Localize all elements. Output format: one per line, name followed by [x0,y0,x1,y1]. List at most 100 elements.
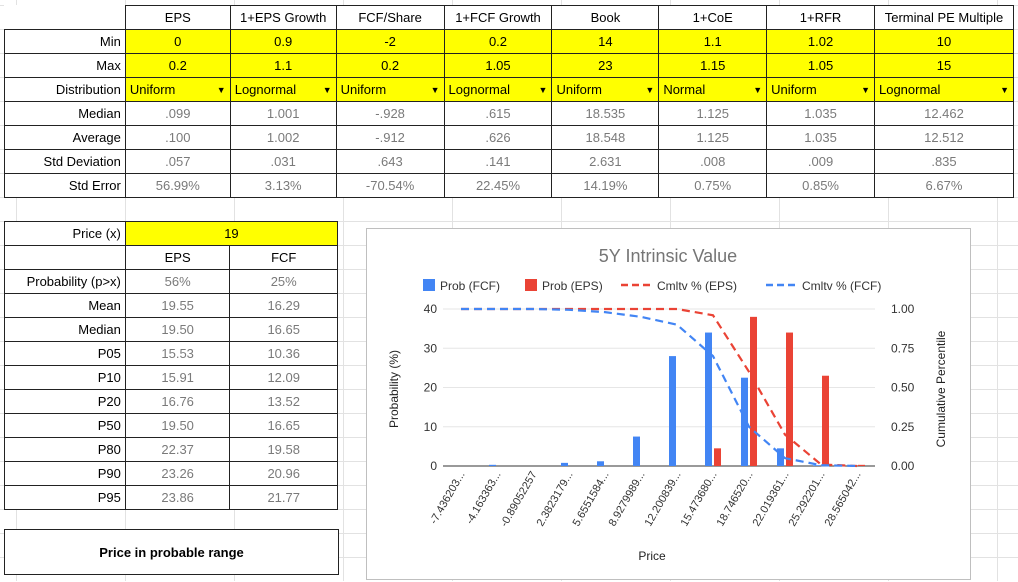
dropdown-arrow-icon[interactable]: ▼ [322,84,332,95]
value-cell: 23.86 [124,485,231,510]
input-cell[interactable]: -2 [335,29,445,54]
value-cell: 16.65 [229,317,338,342]
value-cell: .031 [229,149,337,174]
chart-title: 5Y Intrinsic Value [599,246,737,266]
input-cell[interactable]: 1.05 [766,53,875,78]
x-tick-label: 25.292201... [787,470,828,529]
table-row: Mean 19.55 16.29 [4,293,338,318]
legend-label: Cmltv % (EPS) [657,279,737,293]
distribution-select[interactable]: Lognormal ▼ [873,77,1015,102]
value-cell: 16.29 [229,293,338,318]
input-cell[interactable]: 10 [873,29,1015,54]
dropdown-arrow-icon[interactable]: ▼ [645,84,655,95]
row-label: Distribution [4,77,126,102]
distribution-value: Lognormal [448,82,510,97]
value-cell: .643 [335,149,445,174]
value-cell: .099 [124,101,231,126]
distribution-select[interactable]: Lognormal ▼ [229,77,337,102]
table-row: P50 19.50 16.65 [4,413,338,438]
chart-bar [633,436,640,466]
table-row: Median 19.50 16.65 [4,317,338,342]
table-row: P80 22.37 19.58 [4,437,338,462]
dropdown-arrow-icon[interactable]: ▼ [1000,84,1009,95]
column-header: EPS [124,5,231,30]
x-tick-label: 28.565042... [823,470,864,529]
input-cell[interactable]: 23 [551,53,660,78]
y-tick-label: 40 [424,302,438,316]
price-table: Price (x) 19 EPS FCF Probability (p>x) 56% 25%… [4,221,339,510]
distribution-select[interactable]: Uniform ▼ [551,77,660,102]
x-tick-label: 5.6551584... [571,470,612,529]
dropdown-arrow-icon[interactable]: ▼ [430,84,440,95]
value-cell: 6.67% [873,173,1015,198]
y-tick-label: 10 [424,420,438,434]
input-cell[interactable]: 0.2 [335,53,445,78]
value-cell: 12.512 [873,125,1015,150]
y2-tick-label: 0.75 [891,341,915,355]
value-cell: .009 [766,149,875,174]
row-label: Std Error [4,173,126,198]
price-row: Price (x) 19 [4,221,339,246]
chart-bar [750,316,757,466]
column-header: Book [551,5,660,30]
distribution-select[interactable]: Uniform ▼ [124,77,231,102]
input-cell[interactable]: 0.9 [229,29,337,54]
distribution-select[interactable]: Uniform ▼ [335,77,445,102]
value-cell: .008 [658,149,768,174]
row-label: P05 [4,341,126,366]
row-label: P50 [4,413,126,438]
table-row: P05 15.53 10.36 [4,341,338,366]
value-cell: 18.548 [551,125,660,150]
value-cell: 56.99% [124,173,231,198]
y2-tick-label: 1.00 [891,302,915,316]
distribution-select[interactable]: Lognormal ▼ [443,77,553,102]
x-tick-label: 12.200839... [643,470,684,529]
input-cell[interactable]: 0.2 [443,29,553,54]
chart-bar [777,448,784,466]
price-input[interactable]: 19 [124,221,339,246]
dropdown-arrow-icon[interactable]: ▼ [538,84,548,95]
value-cell: .141 [443,149,553,174]
chart-bar [741,377,748,466]
value-cell: .100 [124,125,231,150]
input-cell[interactable]: 14 [551,29,660,54]
distribution-select[interactable]: Normal ▼ [658,77,768,102]
x-axis-title: Price [638,549,666,563]
x-tick-label: 8.9279989... [607,470,648,529]
input-cell[interactable]: 1.1 [658,29,768,54]
table-row: Std Deviation .057.031.643.141 2.631.008.0… [4,149,1015,174]
value-cell: 12.09 [229,365,338,390]
y2-axis-title: Cumulative Percentile [934,330,948,447]
price-range-note[interactable]: Price in probable range [4,529,339,575]
input-cell[interactable]: 1.15 [658,53,768,78]
value-cell: .626 [443,125,553,150]
value-cell: 18.535 [551,101,660,126]
dropdown-arrow-icon[interactable]: ▼ [861,84,870,95]
input-cell[interactable]: 15 [873,53,1015,78]
value-cell: 1.125 [658,125,768,150]
input-cell[interactable]: 0.2 [124,53,231,78]
value-cell: 1.035 [766,101,875,126]
input-cell[interactable]: 1.1 [229,53,337,78]
intrinsic-value-chart[interactable]: 5Y Intrinsic Value Prob (FCF) Prob (EPS) Cm… [366,228,971,580]
row-label: Probability (p>x) [4,269,126,294]
value-cell: 15.53 [124,341,231,366]
chart-bar [597,461,604,466]
value-cell: 3.13% [229,173,337,198]
distribution-value: Lognormal [234,82,297,97]
column-header: EPS [124,245,231,270]
y-axis-title: Probability (%) [387,350,401,428]
value-cell: 2.631 [551,149,660,174]
input-cell[interactable]: 1.02 [766,29,875,54]
column-header: FCF/Share [335,5,445,30]
dropdown-arrow-icon[interactable]: ▼ [753,84,763,95]
input-cell[interactable]: 1.05 [443,53,553,78]
chart-bar [813,465,820,466]
dropdown-arrow-icon[interactable]: ▼ [216,84,226,95]
input-cell[interactable]: 0 [124,29,231,54]
legend-label: Cmltv % (FCF) [802,279,881,293]
value-cell: 1.125 [658,101,768,126]
value-cell: -70.54% [335,173,445,198]
distribution-select[interactable]: Uniform ▼ [766,77,875,102]
value-cell: 21.77 [229,485,338,510]
